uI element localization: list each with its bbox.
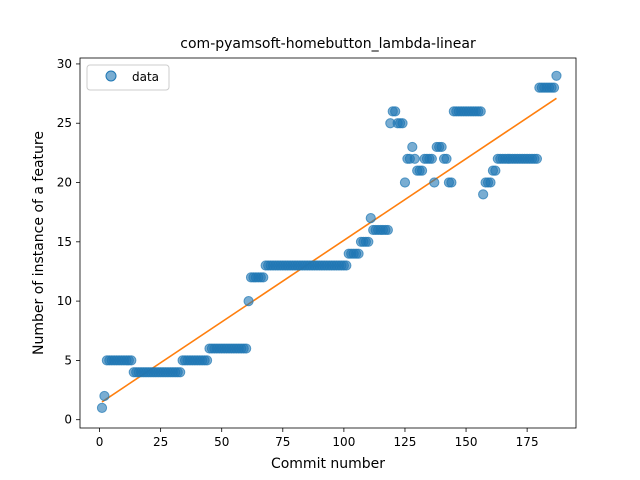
x-tick-label: 125: [394, 435, 417, 449]
data-point: [397, 118, 408, 129]
data-point: [548, 82, 560, 93]
data-point: [126, 355, 137, 366]
data-point: [416, 165, 428, 176]
data-point: [258, 272, 269, 283]
y-tick-label: 15: [57, 235, 72, 249]
data-point: [353, 248, 364, 259]
data-point: [407, 141, 418, 153]
y-tick-label: 30: [57, 57, 72, 71]
data-point: [475, 106, 486, 117]
data-point: [365, 213, 376, 224]
fit-line-layer: [101, 97, 557, 403]
data-point: [436, 141, 447, 153]
legend-label: data: [132, 70, 159, 84]
x-axis-label: Commit number: [271, 456, 385, 472]
x-tick-label: 50: [214, 435, 229, 449]
data-point: [531, 153, 543, 164]
plot-area: [80, 58, 576, 428]
data-point: [96, 402, 108, 413]
data-point: [478, 189, 489, 200]
y-tick-label: 0: [64, 413, 72, 427]
y-tick-label: 10: [57, 294, 72, 308]
legend-box: [86, 64, 170, 91]
data-point: [99, 390, 110, 402]
data-point: [551, 70, 562, 81]
x-tick-label: 175: [516, 435, 539, 449]
y-tick-label: 25: [57, 116, 72, 130]
data-point: [175, 367, 186, 378]
x-tick-label: 25: [153, 435, 168, 449]
x-tick-label: 75: [275, 435, 290, 449]
data-points-layer: [96, 70, 562, 413]
data-point: [399, 177, 411, 188]
x-axis-ticks: 0 25 50 75 100 125 150 175: [96, 428, 539, 449]
data-point: [485, 177, 496, 188]
data-point: [409, 153, 420, 164]
x-tick-label: 150: [455, 435, 478, 449]
data-point: [429, 177, 440, 188]
plot-frame: [79, 57, 577, 429]
legend: data: [86, 64, 170, 91]
data-point: [446, 177, 457, 188]
data-point: [490, 165, 501, 176]
data-point: [426, 153, 437, 164]
chart-title: com-pyamsoft-homebutton_lambda-linear: [180, 36, 476, 52]
data-point: [390, 106, 401, 117]
legend-marker: [105, 70, 117, 82]
data-point: [243, 296, 254, 307]
fit-line: [101, 97, 557, 403]
data-point: [382, 224, 393, 236]
y-axis-label: Number of instance of a feature: [31, 131, 47, 355]
data-point: [341, 260, 352, 271]
y-axis-ticks: 0 5 10 15 20 25 30: [57, 57, 80, 427]
y-tick-label: 5: [64, 353, 72, 367]
x-tick-label: 100: [332, 435, 355, 449]
data-point: [441, 153, 452, 164]
data-point: [363, 236, 374, 247]
data-point: [201, 355, 213, 366]
y-tick-label: 20: [57, 176, 72, 190]
x-tick-label: 0: [96, 435, 104, 449]
data-point: [241, 343, 252, 354]
